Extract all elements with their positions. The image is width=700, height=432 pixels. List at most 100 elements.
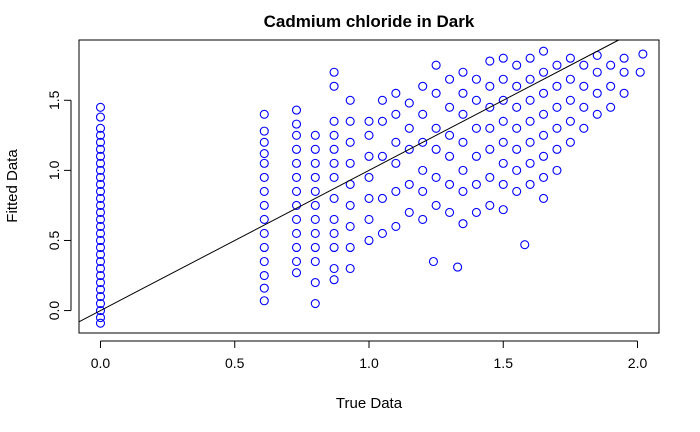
scatter-point [498,74,508,84]
scatter-point [259,256,269,267]
scatter-point [525,158,535,168]
scatter-point [377,193,387,203]
scatter-point [471,151,481,161]
scatter-point [291,130,302,140]
scatter-point [538,109,549,119]
scatter-point [95,193,106,203]
scatter-point [329,81,339,91]
scatter-point [310,242,320,253]
scatter-point [95,249,106,260]
scatter-point [95,228,106,239]
scatter-point [552,60,562,70]
scatter-point [485,172,495,182]
scatter-point [525,53,535,63]
scatter-point [431,88,441,98]
scatter-point [428,256,438,267]
scatter-point [291,105,302,115]
scatter-point [95,277,106,288]
scatter-point [418,81,428,91]
scatter-point [538,151,549,161]
scatter-point [259,283,269,293]
scatter-point [391,137,401,147]
scatter-point [95,102,106,112]
x-tick-label: 1.0 [359,355,379,371]
scatter-point [391,88,401,98]
scatter-point [95,158,106,168]
scatter-point [391,109,401,119]
scatter-point [377,228,387,239]
scatter-point [498,205,508,215]
scatter-point [498,116,508,126]
scatter-point [95,299,106,309]
scatter-point [458,109,468,119]
scatter-point [329,172,339,182]
scatter-point [431,60,441,70]
scatter-point [445,207,455,217]
scatter-point [95,123,106,133]
scatter-point [592,67,602,77]
scatter-point [512,123,522,133]
scatter-point [565,116,575,126]
scatter-point [310,256,320,267]
scatter-point [606,102,616,112]
scatter-point [95,221,106,232]
scatter-point [95,179,106,189]
scatter-point [404,179,414,189]
scatter-point [485,123,495,133]
scatter-point [458,67,468,77]
scatter-point [485,144,495,154]
scatter-point [95,242,106,253]
scatter-point [445,151,455,161]
scatter-point [345,158,355,168]
x-axis: 0.0 0.5 1.0 1.5 2.0 [91,340,647,371]
scatter-point [364,193,374,203]
scatter-point [525,95,535,105]
scatter-point [565,74,575,84]
scatter-point [635,67,645,77]
scatter-point [619,67,629,77]
scatter-point [259,242,269,253]
scatter-point [485,56,495,66]
scatter-point [538,130,549,140]
scatter-point [291,186,302,196]
scatter-point [95,270,106,281]
scatter-point [471,179,481,189]
scatter-point [95,144,106,154]
scatter-point [498,179,508,189]
scatter-point [431,172,441,182]
chart-title: Cadmium chloride in Dark [264,12,475,31]
scatter-point [291,200,302,210]
scatter-point [95,207,106,217]
plot-box [78,39,660,334]
scatter-point [95,318,106,328]
scatter-point [345,116,355,126]
scatter-point [345,242,355,253]
scatter-point [259,172,269,182]
scatter-point [345,263,355,274]
scatter-point [619,53,629,63]
scatter-point [458,219,468,229]
scatter-point [512,165,522,175]
x-tick-label: 1.5 [494,355,514,371]
scatter-point [538,172,549,182]
scatter-point [525,137,535,147]
scatter-point [310,277,320,288]
scatter-point [453,262,463,272]
scatter-point [512,186,522,196]
y-axis-label: Fitted Data [4,149,21,223]
scatter-point [329,275,339,285]
scatter-point [329,263,339,274]
scatter-point [592,109,602,119]
scatter-point [418,165,428,175]
scatter-point [291,256,302,267]
scatter-point [404,207,414,217]
scatter-point [606,60,616,70]
scatter-point [310,299,320,309]
scatter-point [458,137,468,147]
scatter-point [345,137,355,147]
scatter-point [552,144,562,154]
scatter-point [579,102,589,112]
scatter-point [95,235,106,246]
scatter-point [445,179,455,189]
